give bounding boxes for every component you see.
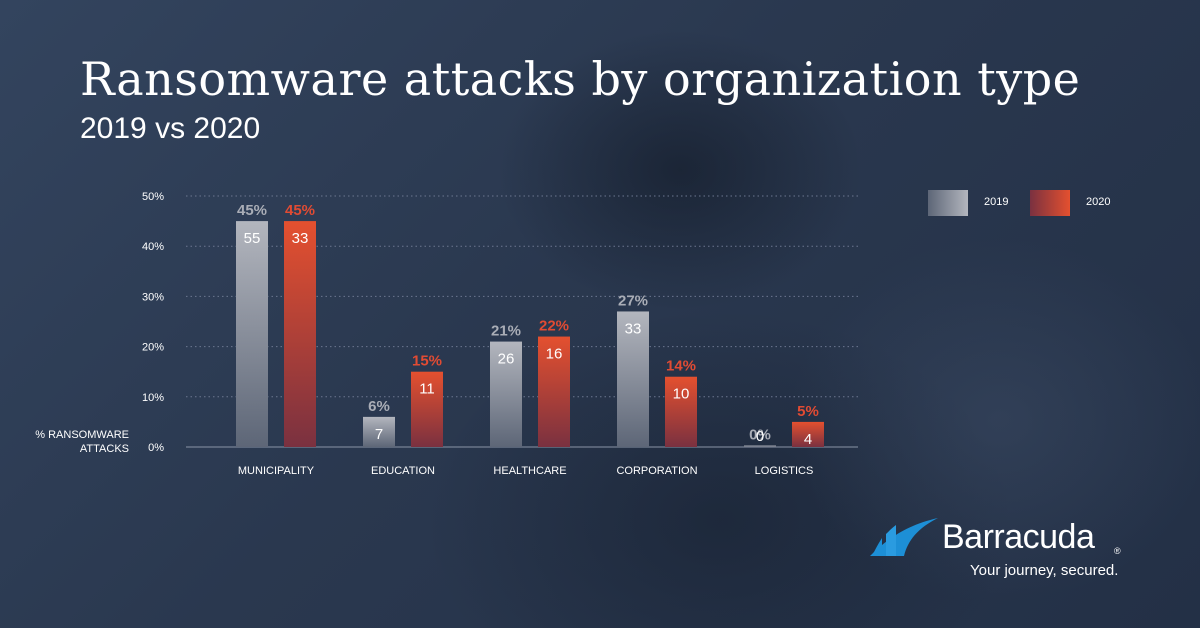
x-tick-label-education: EDUCATION — [371, 465, 435, 477]
x-axis-categories: MUNICIPALITY EDUCATION HEALTHCARE CORPORATI… — [238, 465, 813, 477]
bar-percent-label: 21% — [491, 323, 521, 340]
bar-count-label: 7 — [375, 426, 383, 443]
legend-swatch-2019 — [928, 190, 968, 216]
y-axis-label-line-1: % RANSOMWARE — [35, 429, 129, 441]
x-tick-label-logistics: LOGISTICS — [755, 465, 814, 477]
bar-count-label: 55 — [244, 230, 261, 247]
bar-percent-label: 45% — [237, 202, 267, 219]
bar-percent-label: 6% — [368, 398, 390, 415]
bar-2019-corporation — [617, 311, 649, 447]
x-tick-label-healthcare: HEALTHCARE — [493, 465, 566, 477]
barracuda-fin-icon — [870, 518, 938, 556]
x-tick-label-corporation: CORPORATION — [616, 465, 697, 477]
y-tick-label: 20% — [142, 342, 164, 354]
bars: 45%5545%336%715%1121%2622%1627%3314%100%… — [236, 202, 824, 448]
legend-swatch-2020 — [1030, 190, 1070, 216]
bar-2019-healthcare — [490, 341, 522, 447]
x-tick-label-municipality: MUNICIPALITY — [238, 465, 315, 477]
bar-2020-logistics — [792, 421, 824, 447]
bar-count-label: 11 — [419, 381, 435, 398]
bar-percent-label: 0% — [749, 427, 771, 444]
legend-label-2019: 2019 — [984, 196, 1009, 208]
bar-percent-label: 15% — [412, 353, 442, 370]
bar-2020-corporation — [665, 376, 697, 447]
brand-name: Barracuda — [942, 518, 1095, 556]
bar-2019-municipality — [236, 221, 268, 447]
bar-count-label: 4 — [804, 431, 812, 448]
bar-2019-logistics — [744, 445, 776, 447]
bar-count-label: 0 — [756, 428, 764, 445]
bar-percent-label: 45% — [285, 202, 315, 219]
barracuda-logo: Barracuda ® Your journey, secured. — [868, 514, 1138, 584]
y-tick-label: 50% — [142, 191, 164, 203]
brand-tagline: Your journey, secured. — [970, 562, 1119, 579]
chart-subtitle: 2019 vs 2020 — [80, 112, 261, 145]
bar-count-label: 10 — [673, 386, 690, 403]
bar-count-label: 33 — [292, 230, 309, 247]
y-tick-label: 0% — [148, 442, 164, 454]
y-tick-label: 40% — [142, 241, 164, 253]
bar-2020-healthcare — [538, 336, 570, 447]
legend-label-2020: 2020 — [1086, 196, 1111, 208]
bar-2019-education — [363, 416, 395, 447]
bar-count-label: 33 — [625, 320, 642, 337]
bar-percent-label: 22% — [539, 318, 569, 335]
bar-percent-label: 5% — [797, 403, 819, 420]
chart-title: Ransomware attacks by organization type — [80, 52, 1081, 106]
y-tick-label: 10% — [142, 392, 164, 404]
y-axis-label-line-2: ATTACKS — [80, 443, 129, 455]
brand-registered-mark: ® — [1114, 546, 1121, 556]
y-axis-ticks: 0% 10% 20% 30% 40% 50% — [142, 191, 164, 454]
bar-2020-municipality — [284, 221, 316, 447]
y-tick-label: 30% — [142, 291, 164, 303]
bar-percent-label: 14% — [666, 358, 696, 375]
bar-count-label: 16 — [546, 346, 563, 363]
bar-2020-education — [411, 371, 443, 447]
bar-count-label: 26 — [498, 351, 515, 368]
bar-percent-label: 27% — [618, 292, 648, 309]
